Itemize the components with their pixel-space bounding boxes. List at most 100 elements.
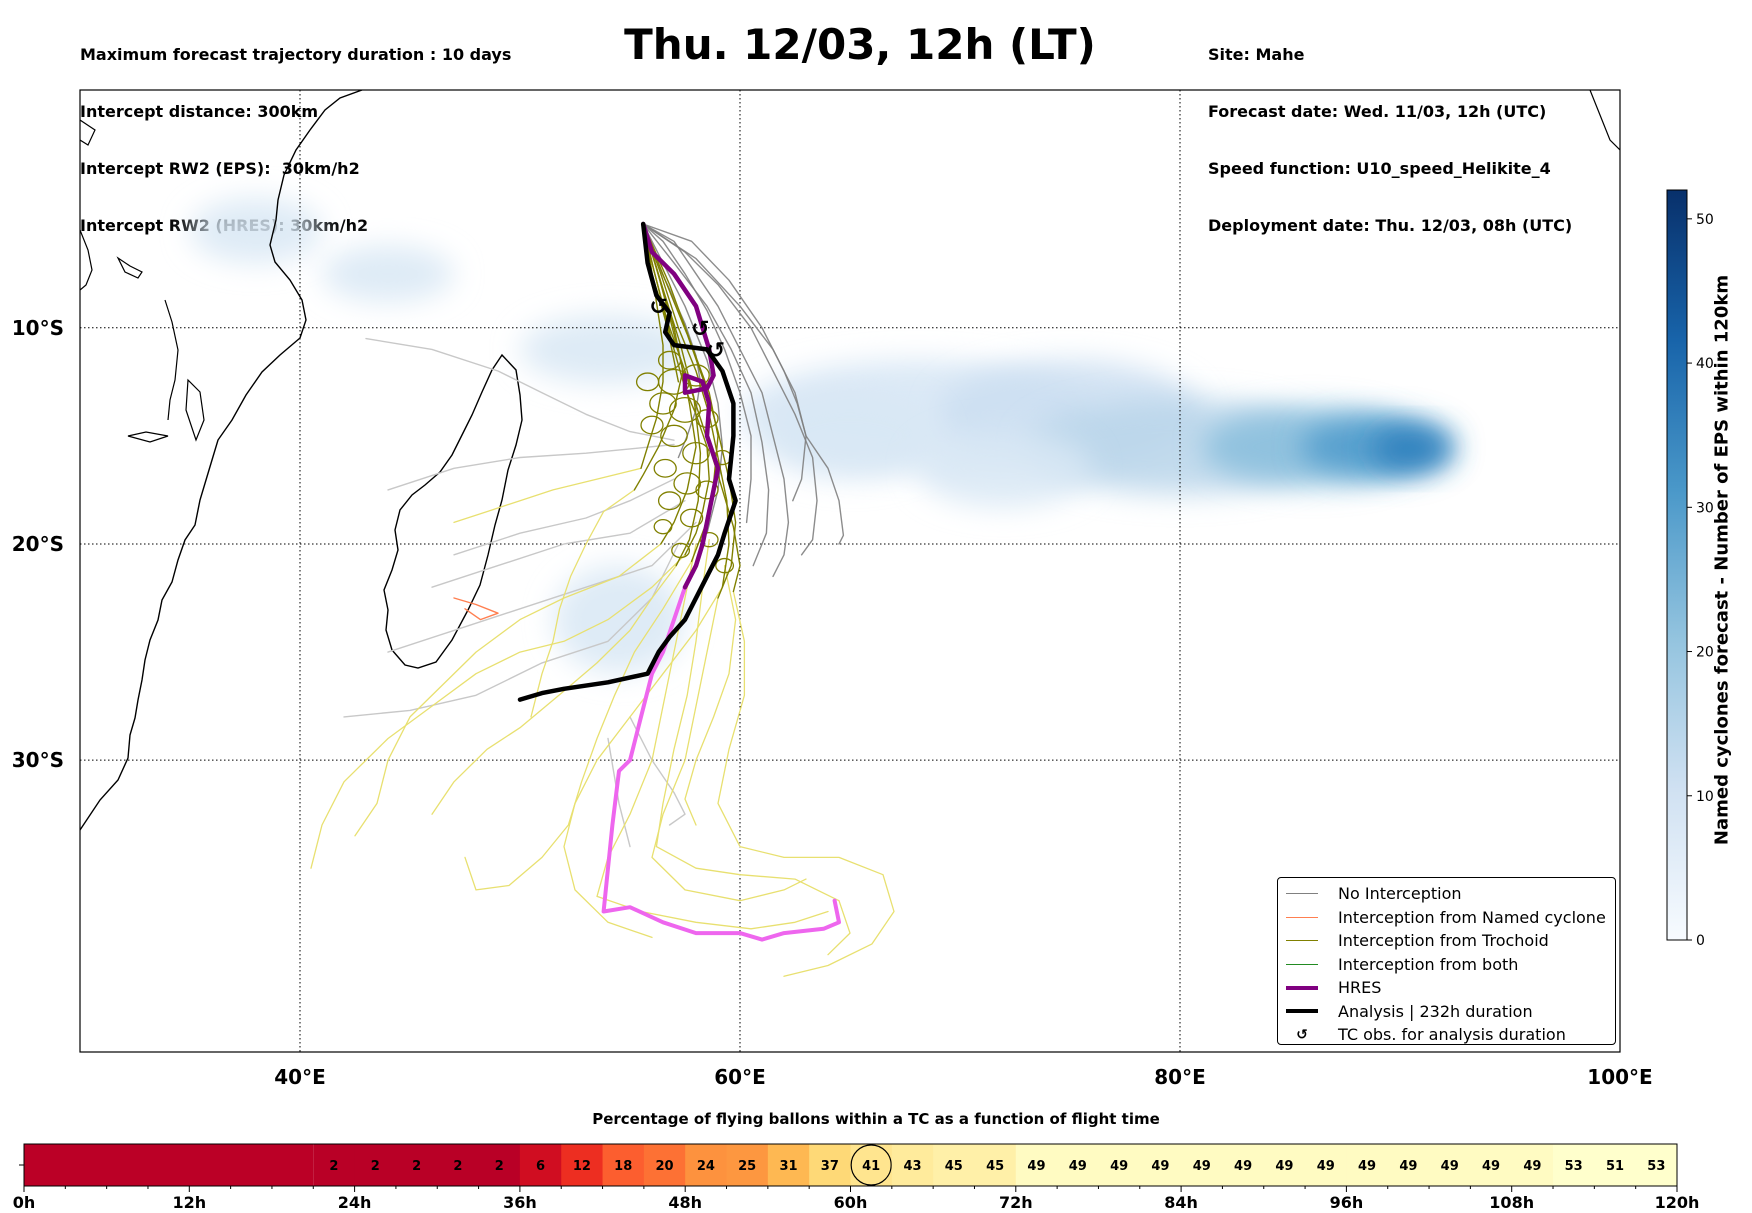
coastline-layer <box>80 90 1620 831</box>
header-left-line: Intercept distance: 300km <box>80 102 319 121</box>
strip-cell-label: 49 <box>1234 1159 1252 1174</box>
strip-highlight-circle <box>850 1144 892 1186</box>
map-frame <box>79 89 1621 1053</box>
legend-entry: No Interception <box>1286 882 1607 906</box>
strip-cell-label: 49 <box>1275 1159 1293 1174</box>
analysis-track <box>517 221 738 702</box>
trochoid-loop <box>649 392 677 415</box>
legend-entry: Interception from Trochoid <box>1286 929 1607 953</box>
strip-cell-label: 41 <box>862 1159 880 1174</box>
strip-tick-label: 36h <box>503 1193 537 1212</box>
eps-track-faded <box>607 737 631 848</box>
lat-tick-label: 30°S <box>12 748 64 772</box>
strip-cell-label: 45 <box>945 1159 963 1174</box>
colorbar-label: Named cyclones forecast - Number of EPS … <box>1711 274 1733 846</box>
tc-obs-symbol: ↺ <box>707 338 725 363</box>
coast-fragment <box>164 299 179 421</box>
colorbar-tick-label: 40 <box>1696 356 1714 372</box>
eps-track-no-interception <box>642 223 818 556</box>
legend-swatch <box>1286 940 1318 942</box>
coast-fragment <box>80 119 96 146</box>
header-right-line: Speed function: U10_speed_Helikite_4 <box>1208 159 1551 178</box>
eps-track-faded <box>629 716 686 826</box>
strip-cell <box>1305 1144 1347 1186</box>
strip-cell-label: 2 <box>412 1159 421 1174</box>
header-right-line: Deployment date: Thu. 12/03, 08h (UTC) <box>1208 216 1573 235</box>
strip-cell-label: 25 <box>738 1159 756 1174</box>
eps-track-no-interception <box>642 223 807 502</box>
strip-tick-label: 0h <box>13 1193 36 1212</box>
colorbar-tick-label: 10 <box>1696 789 1714 805</box>
strip-cell <box>1553 1144 1595 1186</box>
eps-track-after-intercept <box>655 539 851 956</box>
strip-cell-label: 49 <box>1193 1159 1211 1174</box>
eps-track-no-interception <box>642 223 770 567</box>
trochoid-loop <box>715 557 735 574</box>
tracks-layer: ↺↺↺ <box>310 221 895 977</box>
hres-track <box>640 221 721 590</box>
page-title: Thu. 12/03, 12h (LT) <box>624 20 1096 69</box>
eps-track-trochoid-interception <box>642 223 741 593</box>
legend-entry: Interception from Named cyclone <box>1286 906 1607 930</box>
strip-cell <box>561 1144 604 1186</box>
header-right-line: Forecast date: Wed. 11/03, 12h (UTC) <box>1208 102 1547 121</box>
madagascar-coastline <box>383 353 523 669</box>
strip-tick-label: 120h <box>1655 1193 1700 1212</box>
legend-entry: Analysis | 232h duration <box>1286 1000 1607 1024</box>
coast-fragment <box>116 256 143 279</box>
legend-swatch <box>1286 1009 1318 1014</box>
eps-track-faded <box>365 337 675 441</box>
eps-track-after-intercept <box>530 489 636 718</box>
strip-cell-label: 49 <box>1441 1159 1459 1174</box>
strip-cell <box>1181 1144 1223 1186</box>
strip-cell <box>1511 1144 1554 1186</box>
coast-fragment <box>185 378 205 442</box>
colorbar-tick-label: 0 <box>1696 933 1705 949</box>
trochoid-loop <box>653 458 677 478</box>
lat-tick-label: 20°S <box>12 532 64 556</box>
density-blob <box>322 245 454 302</box>
colorbar-tick-label: 30 <box>1696 500 1714 516</box>
eps-track-after-intercept <box>310 554 686 869</box>
strip-cell-label: 53 <box>1565 1159 1583 1174</box>
density-blob <box>520 314 696 385</box>
trochoid-loop <box>682 441 710 465</box>
strip-cell-label: 49 <box>1523 1159 1541 1174</box>
legend-label: No Interception <box>1338 884 1462 904</box>
strip-cell <box>437 1144 480 1186</box>
eps-track-named-cyclone-interception <box>453 597 499 621</box>
eps-track-after-intercept <box>563 586 724 939</box>
strip-solid-cell <box>24 1144 314 1186</box>
strip-cell-label: 12 <box>573 1159 591 1174</box>
strip-cell <box>933 1144 975 1186</box>
coast-fragment <box>80 229 93 291</box>
density-blob <box>916 429 1092 508</box>
strip-cell <box>1387 1144 1430 1186</box>
eps-track-after-intercept <box>453 467 642 524</box>
strip-cell <box>1263 1144 1306 1186</box>
strip-cell <box>726 1144 769 1186</box>
eps-track-after-intercept <box>717 590 895 977</box>
eps-track-faded <box>431 500 686 588</box>
trochoid-loop <box>679 508 704 528</box>
strip-cell <box>602 1144 645 1186</box>
strip-cell-label: 49 <box>1151 1159 1169 1174</box>
lat-tick-label: 10°S <box>12 316 64 340</box>
eps-track-trochoid-interception <box>642 223 737 599</box>
eps-track-after-intercept <box>354 543 662 837</box>
lon-tick-label: 80°E <box>1154 1065 1206 1089</box>
strip-cell <box>767 1144 810 1186</box>
trochoid-loop <box>640 415 664 435</box>
trochoid-loop <box>699 531 719 548</box>
flight-time-strip: 2 2 2 2 2 6 12 18 20 24 25 31 37 41 43 45 45 49 49 49 49 49 49… <box>13 1143 1700 1212</box>
strip-tick-label: 72h <box>999 1193 1033 1212</box>
legend-entry: Interception from both <box>1286 953 1607 977</box>
trochoid-loop <box>695 480 719 500</box>
density-blob <box>1371 427 1451 471</box>
coast-fragment <box>1589 90 1620 151</box>
trochoid-loop <box>657 350 682 370</box>
strip-title: Percentage of flying ballons within a TC… <box>592 1110 1160 1128</box>
strip-cell-label: 6 <box>536 1159 545 1174</box>
strip-cell <box>1470 1144 1513 1186</box>
legend-swatch <box>1286 963 1318 965</box>
